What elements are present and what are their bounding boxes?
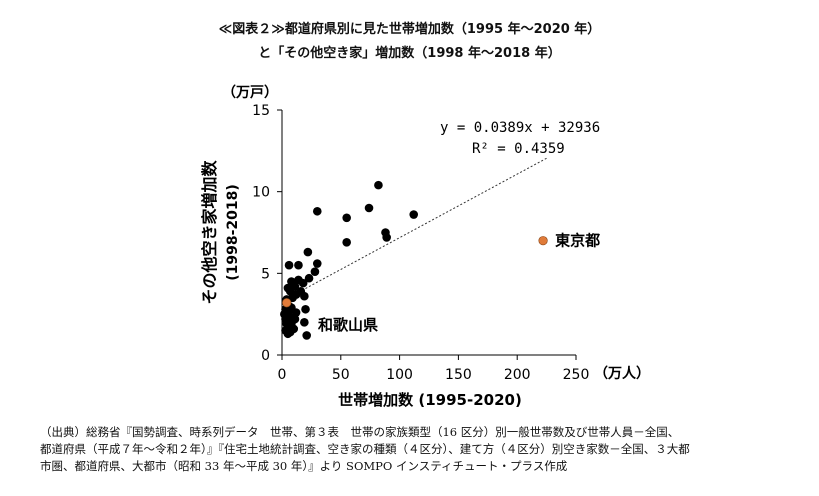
source-line-2: 都道府県（平成７年～令和２年）』『住宅土地統計調査、空き家の種類（４区分）、建て… [40, 442, 690, 456]
y-tick-label: 5 [261, 266, 270, 282]
x-tick-label: 50 [332, 367, 350, 383]
x-tick-label: 250 [563, 367, 590, 383]
x-tick-label: 100 [386, 367, 413, 383]
y-tick-label: 10 [252, 185, 270, 201]
data-point [290, 314, 300, 324]
highlight-label: 東京都 [555, 232, 600, 250]
chart-title-line1: ≪図表２≫都道府県別に見た世帯増加数（1995 年～2020 年） [218, 22, 601, 37]
y-tick-label: 15 [252, 103, 270, 119]
data-point [312, 259, 322, 268]
x-unit-label: （万人） [594, 365, 650, 382]
data-point [289, 324, 299, 334]
trendline-equation: y = 0.0389x + 32936 [440, 120, 600, 136]
source-note: （出典）総務省『国勢調査、時系列データ 世帯、第３表 世帯の家族類型（16 区分… [40, 424, 780, 475]
data-point [310, 267, 320, 277]
data-point [280, 309, 289, 319]
chart-title-line2: と「その他空き家」増加数（1998 年～2018 年） [258, 46, 561, 61]
data-point [291, 308, 301, 317]
data-point [364, 203, 374, 213]
x-tick-label: 0 [278, 367, 287, 383]
data-point [294, 260, 303, 270]
y-axis-title-line2: (1998-2018) [225, 184, 241, 281]
y-axis-title-line1: その他空き家増加数 [200, 160, 219, 305]
data-point [382, 233, 391, 242]
data-point [284, 260, 294, 270]
x-tick-label: 150 [445, 367, 472, 383]
data-point [303, 247, 313, 257]
data-point [304, 273, 314, 283]
data-point [409, 210, 419, 219]
data-point [300, 291, 309, 301]
data-point [302, 331, 311, 340]
source-line-3: 市圏、都道府県、大都市（昭和 33 年～平成 30 年）』より SOMPO イン… [40, 459, 568, 473]
y-unit-label: （万戸） [222, 85, 278, 101]
x-axis-title: 世帯増加数 (1995-2020) [338, 391, 522, 409]
data-point [342, 238, 351, 247]
data-point [298, 278, 308, 288]
data-point [283, 329, 293, 339]
highlight-label: 和歌山県 [318, 316, 378, 334]
y-tick-label: 0 [261, 348, 270, 364]
data-point [374, 180, 383, 190]
highlight-point [282, 298, 292, 308]
trendline-r2: R² = 0.4359 [472, 141, 565, 157]
x-tick-label: 200 [504, 367, 531, 383]
data-point [300, 318, 309, 327]
data-point [312, 206, 322, 216]
highlight-point [538, 236, 548, 246]
trendline [287, 157, 547, 299]
data-point [301, 304, 310, 314]
source-line-1: （出典）総務省『国勢調査、時系列データ 世帯、第３表 世帯の家族類型（16 区分… [40, 425, 680, 439]
data-point [342, 213, 351, 223]
